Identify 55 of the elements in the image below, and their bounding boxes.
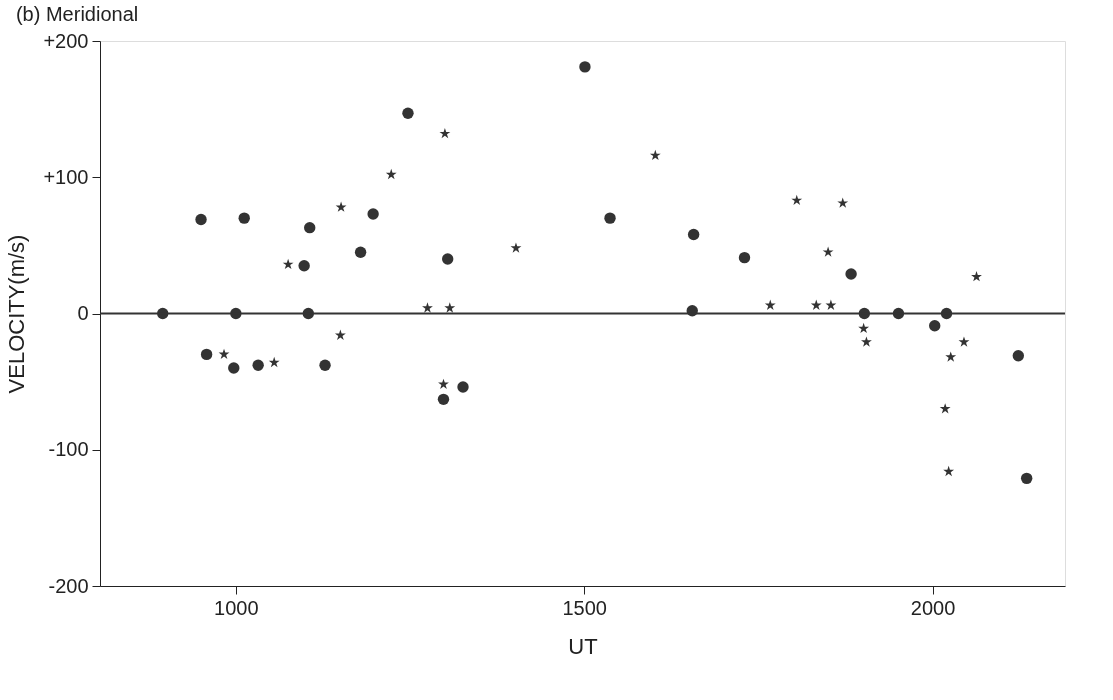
point — [441, 253, 454, 265]
point — [367, 208, 379, 220]
point — [298, 260, 310, 272]
point — [822, 246, 834, 257]
point — [579, 61, 591, 73]
point — [945, 351, 957, 362]
y-tick-label: 0 — [77, 302, 89, 324]
point — [304, 221, 316, 234]
point — [354, 246, 367, 258]
x-tick-label: 2000 — [910, 596, 956, 619]
point — [604, 212, 616, 224]
point — [385, 168, 397, 180]
point — [252, 359, 264, 371]
point — [334, 329, 346, 340]
point — [238, 212, 250, 224]
point — [268, 356, 280, 368]
point — [861, 336, 872, 347]
point — [218, 348, 230, 359]
point — [319, 359, 331, 371]
point — [282, 258, 294, 270]
x-tick-label: 1000 — [214, 596, 259, 619]
point — [929, 320, 941, 332]
point — [437, 393, 450, 406]
point — [845, 268, 857, 280]
point — [422, 302, 433, 313]
point — [402, 107, 414, 119]
point — [1020, 472, 1033, 485]
point — [943, 465, 955, 477]
chart-title: (b) Meridional — [15, 3, 139, 25]
point — [837, 197, 849, 208]
point — [1012, 350, 1025, 362]
point — [438, 378, 449, 389]
point — [335, 201, 347, 212]
point — [444, 302, 456, 313]
point — [858, 322, 870, 334]
point — [738, 251, 751, 264]
point — [439, 127, 451, 139]
y-tick-label: +100 — [43, 165, 89, 188]
point — [791, 194, 803, 206]
point — [939, 403, 951, 414]
y-tick-label: +200 — [43, 29, 89, 52]
point — [649, 149, 661, 161]
point — [228, 362, 240, 374]
y-tick-label: -100 — [48, 438, 89, 461]
x-tick-label: 1500 — [562, 596, 607, 619]
point — [510, 242, 522, 253]
point — [687, 228, 700, 241]
point — [457, 381, 469, 393]
y-tick-label: -200 — [48, 574, 89, 597]
y-axis-title: VELOCITY(m/s) — [4, 234, 30, 394]
x-axis-title: UT — [568, 633, 598, 659]
point — [200, 348, 213, 361]
point — [971, 271, 982, 282]
point — [958, 336, 970, 347]
point — [195, 213, 207, 226]
